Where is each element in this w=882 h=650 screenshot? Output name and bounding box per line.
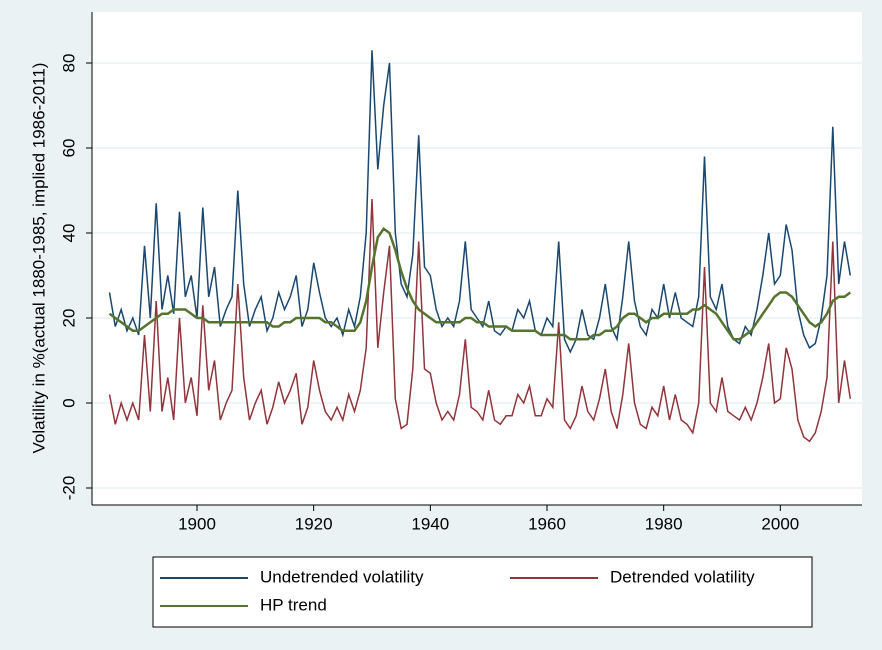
x-tick-label: 2000 bbox=[761, 514, 799, 533]
x-tick-label: 1920 bbox=[295, 514, 333, 533]
plot-area bbox=[92, 12, 862, 505]
legend-label: Detrended volatility bbox=[610, 567, 755, 586]
legend-label: Undetrended volatility bbox=[260, 567, 424, 586]
series-line bbox=[108, 227, 852, 341]
y-tick-label: 20 bbox=[59, 309, 78, 328]
x-tick-label: 1980 bbox=[645, 514, 683, 533]
y-axis-title: Volatility in %(actual 1880-1985, implie… bbox=[29, 63, 48, 454]
x-tick-label: 1960 bbox=[528, 514, 566, 533]
legend bbox=[152, 556, 813, 628]
y-tick-label: 0 bbox=[59, 398, 78, 407]
legend-label: HP trend bbox=[260, 595, 327, 614]
y-tick-label: 40 bbox=[59, 224, 78, 243]
y-tick-label: -20 bbox=[59, 476, 78, 501]
series-line bbox=[108, 198, 852, 443]
x-tick-label: 1940 bbox=[411, 514, 449, 533]
x-tick-label: 1900 bbox=[178, 514, 216, 533]
y-tick-label: 60 bbox=[59, 139, 78, 158]
y-tick-label: 80 bbox=[59, 54, 78, 73]
